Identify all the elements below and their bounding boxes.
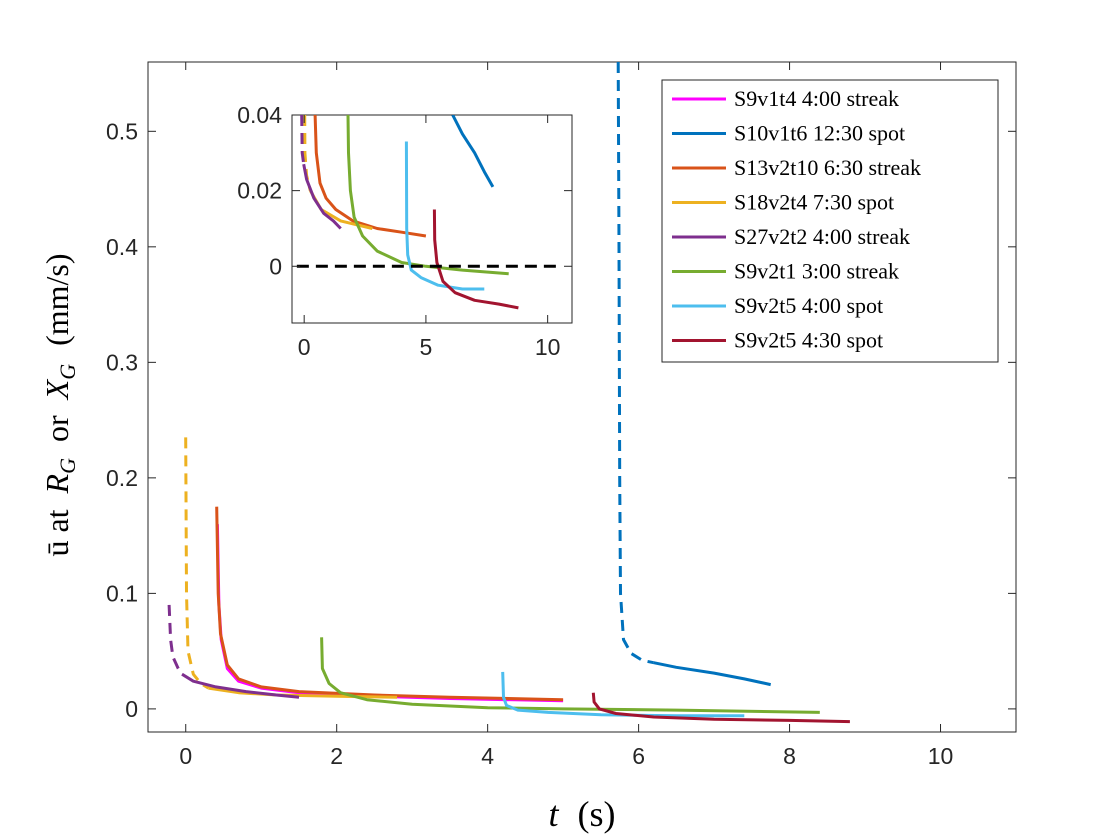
legend-item-s27v2t2-4-00-streak: S27v2t2 4:00 streak <box>672 224 910 249</box>
main-y-tick-label: 0 <box>125 696 138 722</box>
legend-item-s9v2t1-3-00-streak: S9v2t1 3:00 streak <box>672 259 899 284</box>
y-axis-x: X <box>39 378 75 401</box>
inset-series-series-3-solid <box>346 115 509 276</box>
y-axis-or: or <box>39 415 75 442</box>
main-x-ticks: 0 2 4 6 8 10 <box>179 62 953 769</box>
legend-label: S9v2t5 4:30 spot <box>734 328 883 353</box>
y-axis-prefix: ū at <box>39 509 75 556</box>
inset-y-tick-label: 0.02 <box>237 178 282 204</box>
inset-series-lines <box>296 115 563 310</box>
inset-series-series-6-solid <box>451 115 495 188</box>
legend-label: S13v2t10 6:30 streak <box>734 155 921 180</box>
legend-item-s13v2t10-6-30-streak: S13v2t10 6:30 streak <box>672 155 921 180</box>
inset-y-tick-label: 0 <box>269 253 282 279</box>
legend-item-s18v2t4-7-30-spot: S18v2t4 7:30 spot <box>672 190 894 215</box>
main-x-tick-label: 0 <box>179 743 192 769</box>
main-x-tick-label: 4 <box>481 743 494 769</box>
inset-x-tick-label: 0 <box>298 334 311 360</box>
main-x-tick-label: 6 <box>632 743 645 769</box>
legend-item-s9v2t5-4-00-spot: S9v2t5 4:00 spot <box>672 293 883 318</box>
inset-series-series-4-solid <box>404 141 485 291</box>
legend-box <box>661 79 999 363</box>
main-y-tick-label: 0.3 <box>106 349 138 375</box>
main-series-s10v1t6-12-30-spot-solid <box>653 661 772 687</box>
legend: S9v1t4 4:00 streak S10v1t6 12:30 spot S13v… <box>661 79 999 363</box>
main-x-tick-label: 2 <box>330 743 343 769</box>
inset-series-series-5-solid <box>432 209 519 310</box>
inset-x-tick-label: 10 <box>535 334 561 360</box>
legend-label: S27v2t2 4:00 streak <box>734 224 910 249</box>
main-y-tick-label: 0.4 <box>106 234 138 260</box>
x-axis-symbol: t <box>548 794 559 834</box>
main-series-s9v2t5-4-00-spot-solid <box>501 671 745 718</box>
inset-series-series-2-solid <box>302 163 342 230</box>
main-series-s18v2t4-7-30-spot-dashed <box>184 437 210 690</box>
main-series-s27v2t2-4-00-streak-solid <box>181 672 300 699</box>
main-series-s9v2t1-3-00-streak-solid <box>320 637 820 714</box>
inset-series-series-0-solid <box>313 115 427 238</box>
main-x-tick-label: 10 <box>928 743 954 769</box>
y-axis-x-sub: G <box>55 364 80 380</box>
inset-x-ticks: 0 5 10 <box>298 115 561 360</box>
main-series-lines <box>167 62 850 724</box>
inset-series-series-1-dashed <box>303 115 312 191</box>
main-series-s27v2t2-4-00-streak-dashed <box>167 604 184 676</box>
y-axis-unit: (mm/s) <box>39 253 75 345</box>
inset-y-ticks: 0 0.02 0.04 <box>237 102 572 279</box>
legend-label: S9v1t4 4:00 streak <box>734 86 899 111</box>
main-series-s13v2t10-6-30-streak-solid <box>215 506 564 702</box>
legend-label: S18v2t4 7:30 spot <box>734 190 894 215</box>
y-axis-r-sub: G <box>55 458 80 474</box>
main-series-s10v1t6-12-30-spot-dashed <box>616 62 654 665</box>
main-series-s9v2t5-4-30-spot-solid <box>591 692 850 724</box>
inset-series-series-2-dashed <box>300 115 306 165</box>
main-y-tick-label: 0.5 <box>106 118 138 144</box>
inset-plot: 0 5 10 0 0.02 0.04 <box>237 102 573 360</box>
x-axis-unit: (s) <box>578 794 616 834</box>
y-axis-title: ū at RG or XG (mm/s) <box>39 253 82 556</box>
legend-item-s9v1t4-4-00-streak: S9v1t4 4:00 streak <box>672 86 899 111</box>
legend-label: S10v1t6 12:30 spot <box>734 121 905 146</box>
inset-y-tick-label: 0.04 <box>237 102 282 128</box>
main-y-ticks: 0 0.1 0.2 0.3 0.4 0.5 <box>106 118 1016 722</box>
inset-plot-area <box>291 114 573 324</box>
svg-text:ū at RG or X: ū at RG or XG (mm/s) <box>39 253 82 556</box>
main-x-tick-label: 8 <box>783 743 796 769</box>
x-axis-title: t (s) <box>548 794 615 834</box>
legend-item-s9v2t5-4-30-spot: S9v2t5 4:30 spot <box>672 328 883 353</box>
svg-text:t (s): t (s) <box>548 794 615 834</box>
legend-item-s10v1t6-12-30-spot: S10v1t6 12:30 spot <box>672 121 905 146</box>
y-axis-r: R <box>39 473 75 494</box>
main-y-tick-label: 0.1 <box>106 580 138 606</box>
inset-x-tick-label: 5 <box>420 334 433 360</box>
legend-label: S9v2t5 4:00 spot <box>734 293 883 318</box>
main-y-tick-label: 0.2 <box>106 465 138 491</box>
legend-label: S9v2t1 3:00 streak <box>734 259 899 284</box>
